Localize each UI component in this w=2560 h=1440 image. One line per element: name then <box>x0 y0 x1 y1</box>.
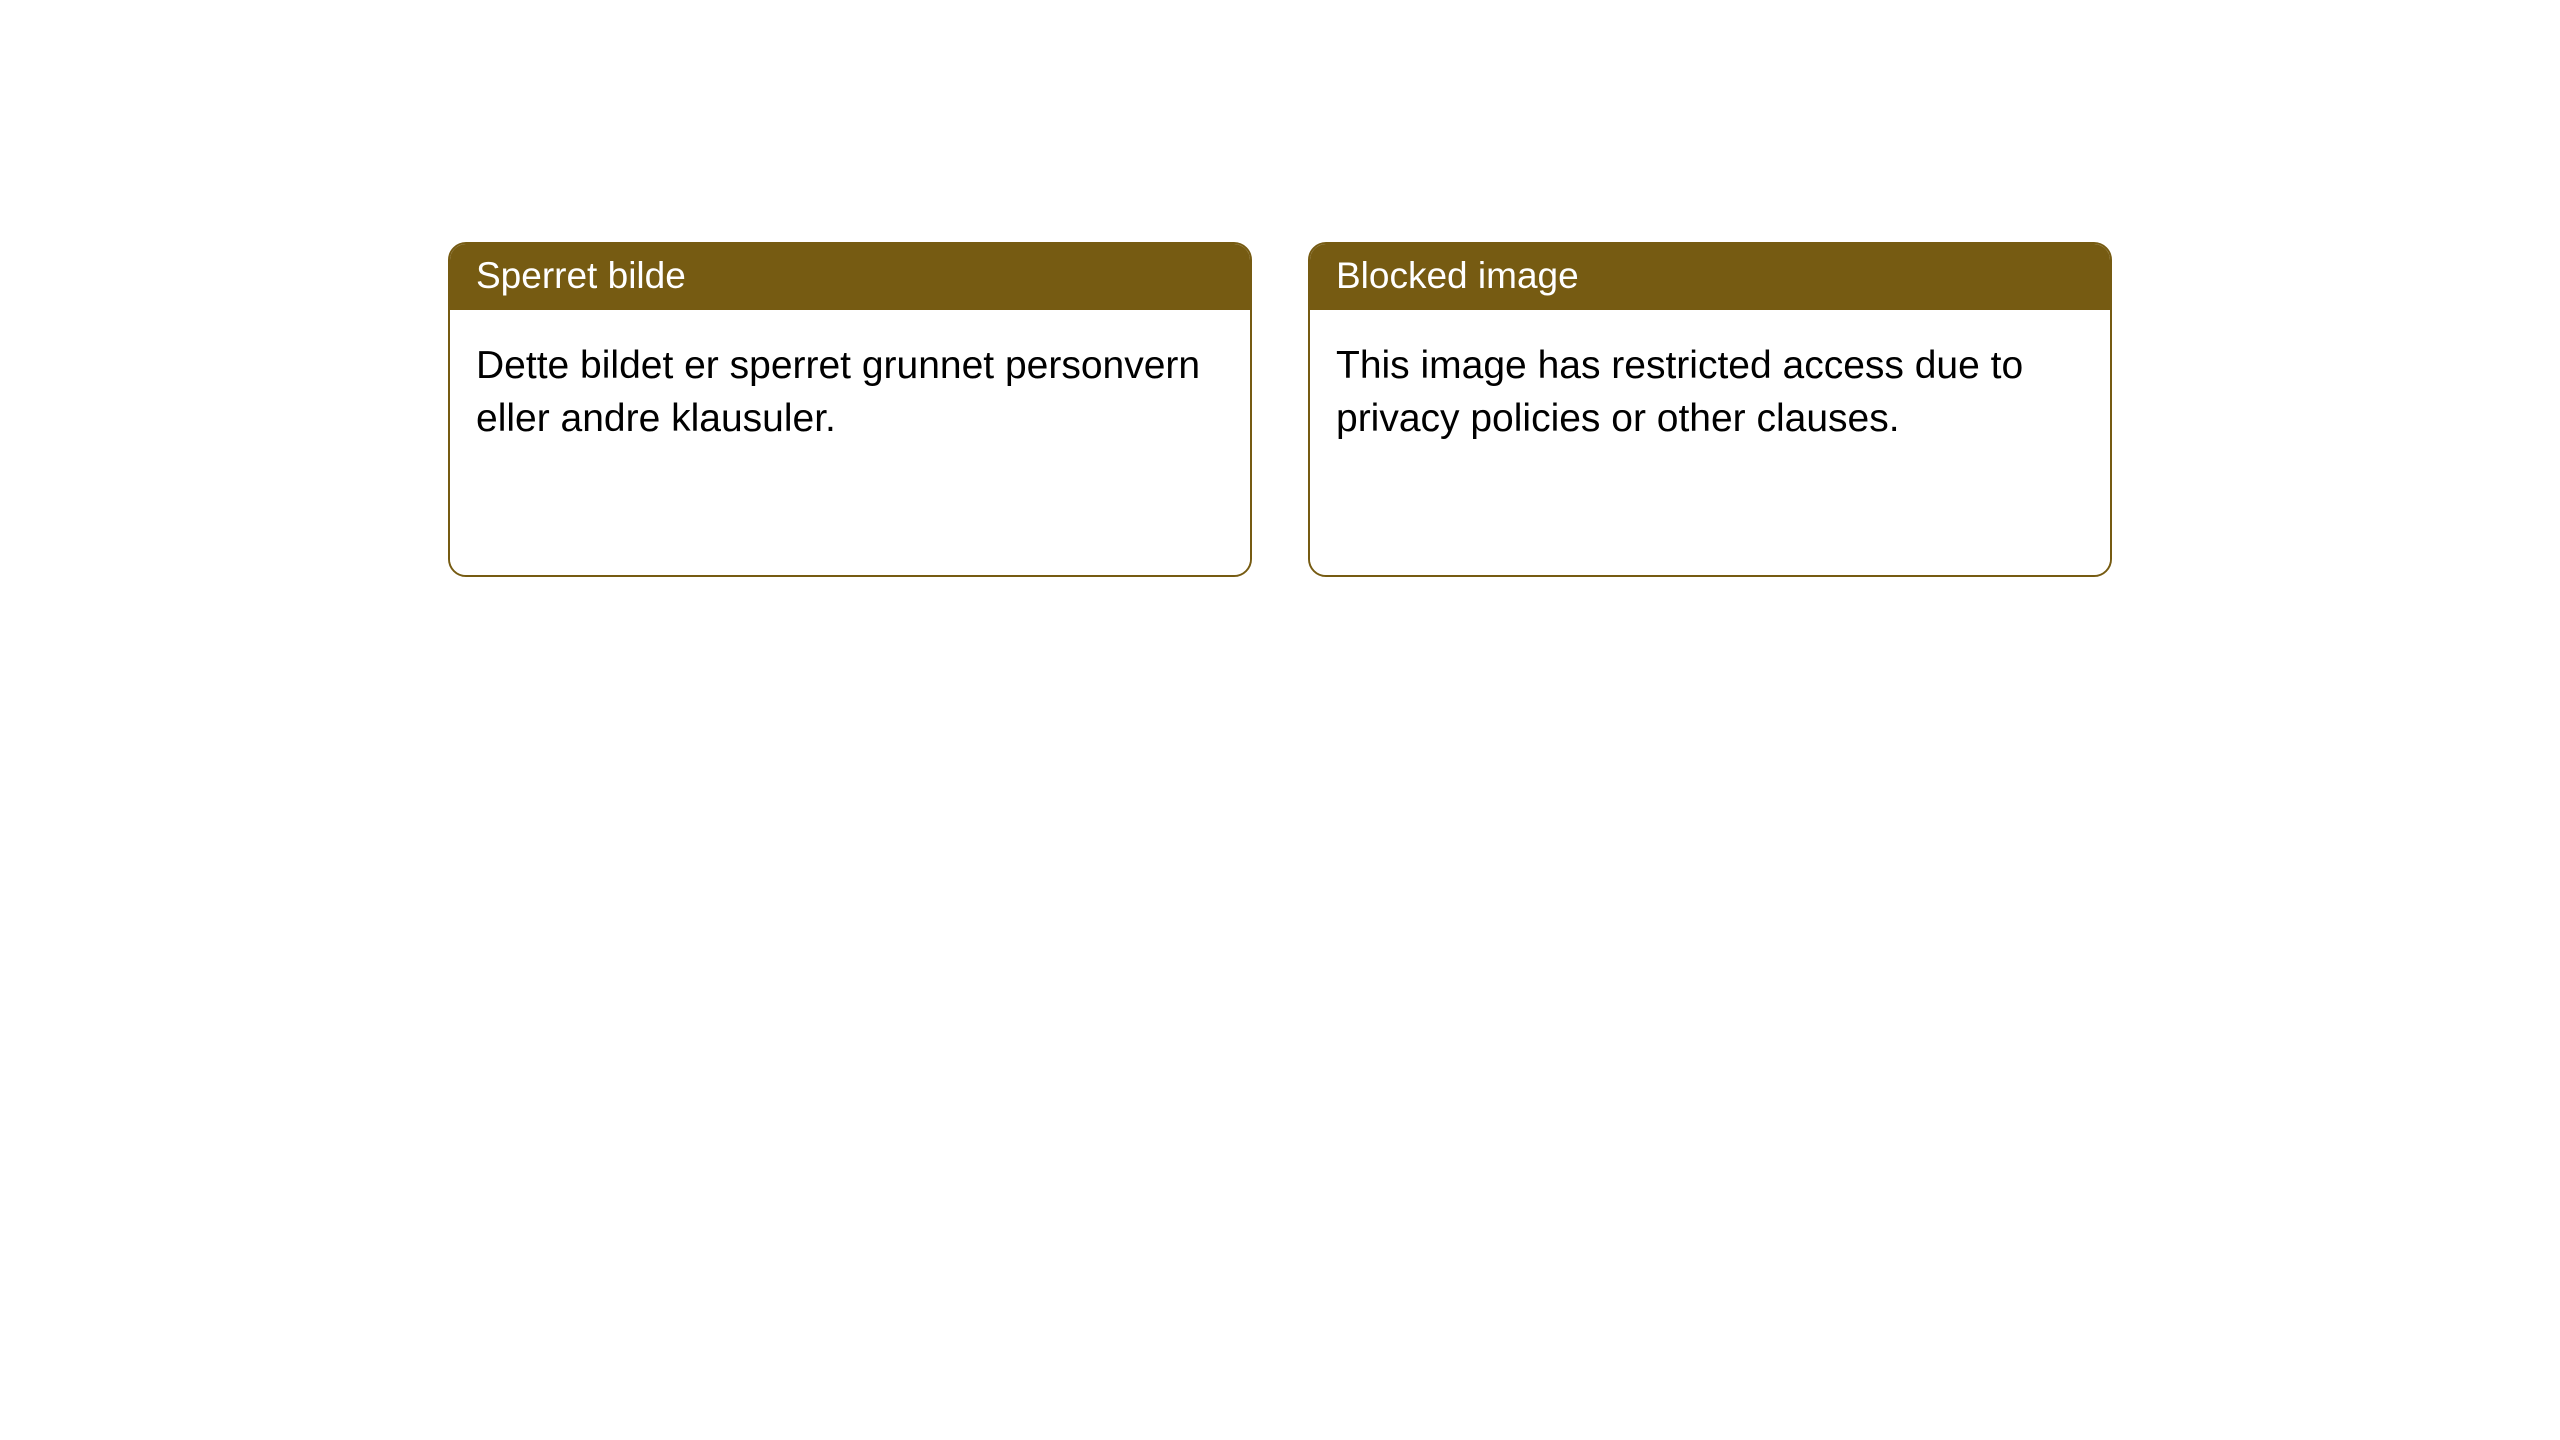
notice-header: Blocked image <box>1310 244 2110 310</box>
notice-body: This image has restricted access due to … <box>1310 310 2110 575</box>
notice-header: Sperret bilde <box>450 244 1250 310</box>
notice-container: Sperret bilde Dette bildet er sperret gr… <box>0 0 2560 577</box>
notice-body: Dette bildet er sperret grunnet personve… <box>450 310 1250 575</box>
notice-card-norwegian: Sperret bilde Dette bildet er sperret gr… <box>448 242 1252 577</box>
notice-card-english: Blocked image This image has restricted … <box>1308 242 2112 577</box>
